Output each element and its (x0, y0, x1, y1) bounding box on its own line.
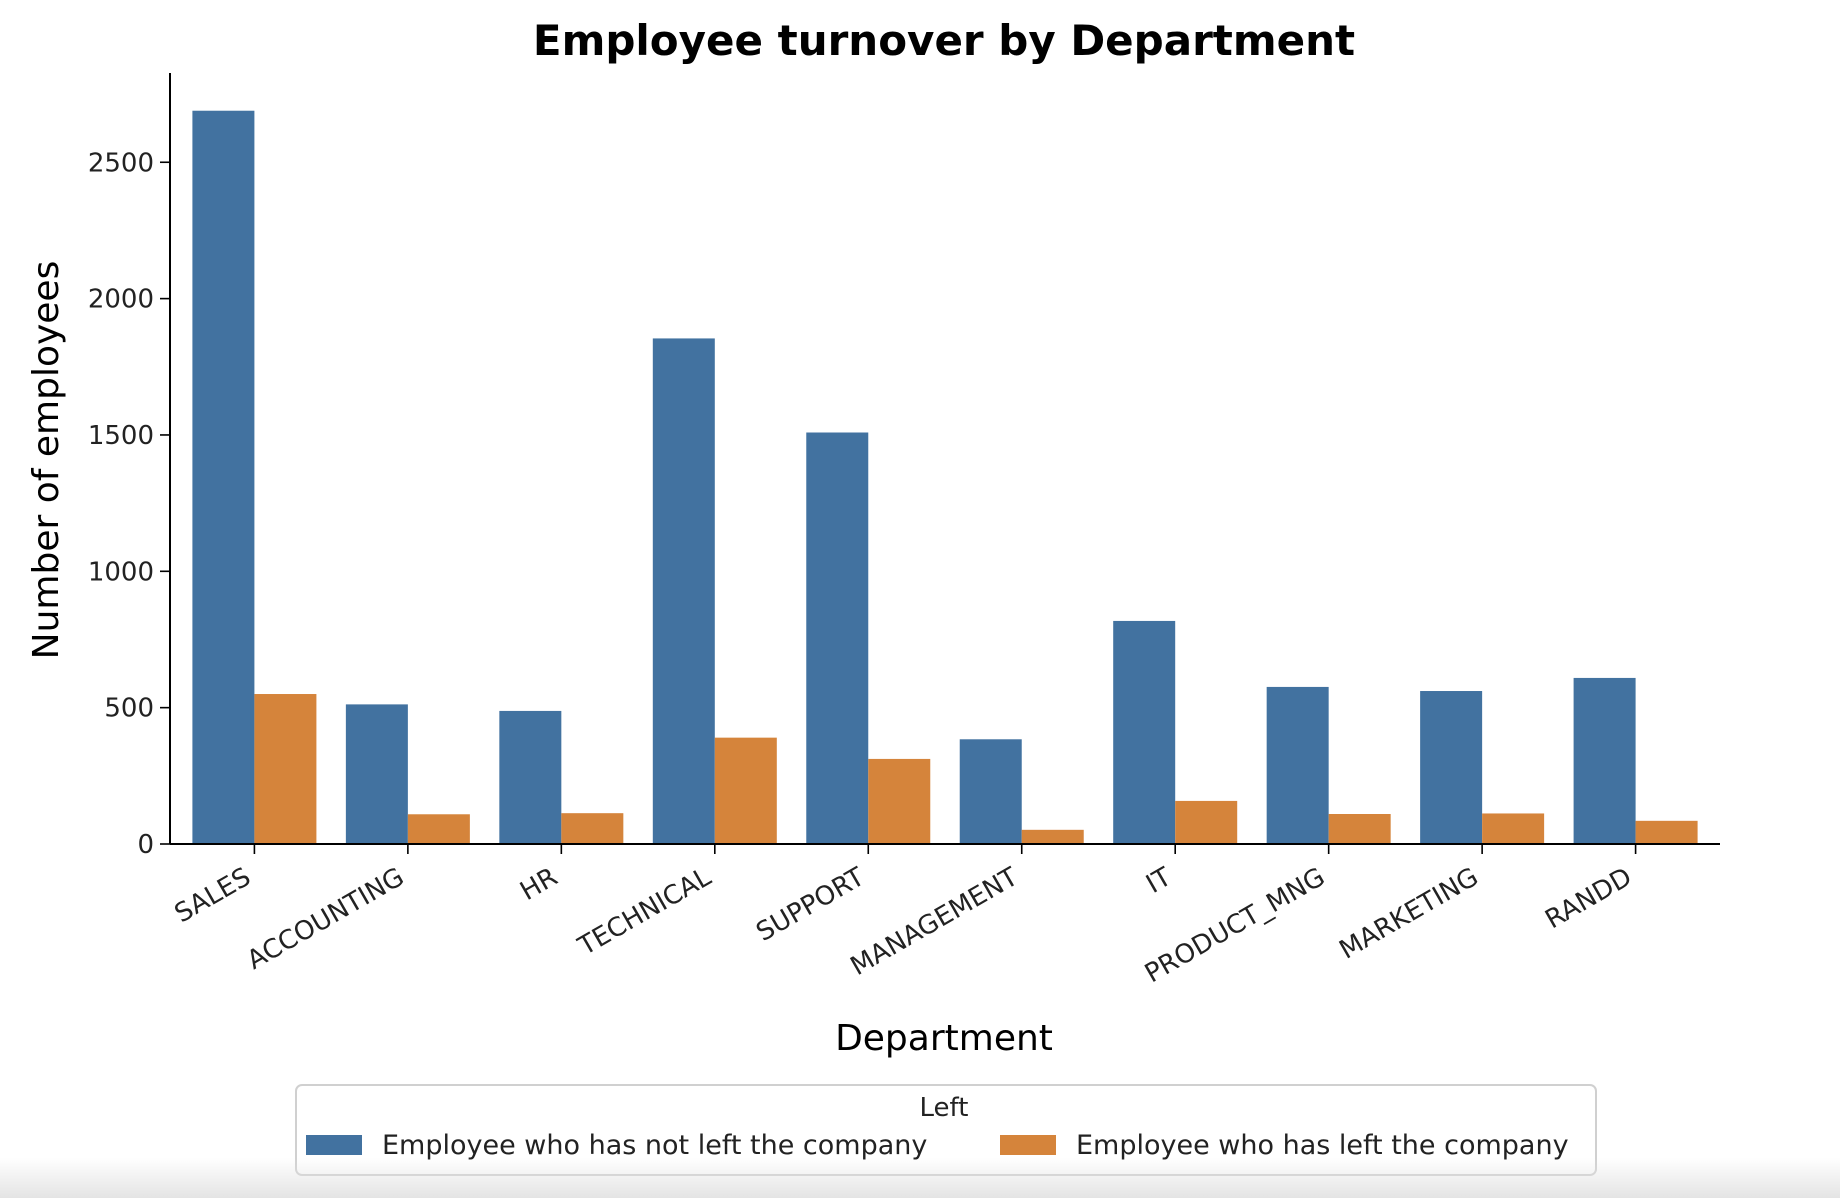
y-tick-label: 1000 (88, 557, 154, 587)
bars (192, 110, 1698, 845)
x-tick-label: TECHNICAL (573, 862, 717, 963)
y-tick-label: 500 (104, 694, 154, 724)
bar-stayed-product_mng (1266, 686, 1329, 844)
y-tick-label: 0 (137, 830, 154, 860)
x-axis-label: Department (835, 1018, 1053, 1059)
chart-title: Employee turnover by Department (533, 16, 1355, 65)
legend-label-left: Employee who has left the company (1076, 1130, 1569, 1161)
y-tick-label: 1500 (88, 421, 154, 451)
bar-stayed-accounting (345, 704, 408, 844)
y-axis-label: Number of employees (26, 261, 67, 660)
x-tick-label: SALES (170, 862, 256, 929)
bar-stayed-support (806, 432, 869, 844)
x-tick-label: ACCOUNTING (242, 862, 409, 976)
x-tick-label: IT (1141, 862, 1176, 900)
bar-left-technical (714, 737, 777, 844)
bar-left-accounting (407, 814, 470, 844)
x-tick-label: RANDD (1540, 862, 1637, 935)
window-edge-shadow (0, 1158, 1840, 1198)
bar-left-it (1175, 800, 1238, 844)
x-tick-label: SUPPORT (751, 862, 870, 948)
y-tick-label: 2000 (88, 285, 154, 315)
y-tick-label: 2500 (88, 148, 154, 178)
x-tick-label: MARKETING (1334, 862, 1483, 965)
bar-left-marketing (1482, 813, 1545, 844)
bar-left-product_mng (1328, 814, 1391, 844)
y-axis-ticks: 0 500 1000 1500 2000 2500 (88, 148, 170, 860)
legend-title: Left (920, 1093, 969, 1123)
bar-stayed-sales (192, 110, 255, 845)
x-tick-label: MANAGEMENT (846, 862, 1024, 982)
bar-stayed-marketing (1420, 691, 1483, 844)
bar-stayed-technical (652, 338, 715, 844)
axes (169, 73, 1720, 845)
bar-stayed-randd (1573, 677, 1636, 844)
bar-stayed-management (959, 739, 1022, 844)
bar-stayed-it (1113, 620, 1176, 844)
legend-label-stayed: Employee who has not left the company (382, 1130, 927, 1161)
bar-left-support (868, 758, 931, 844)
x-tick-label: HR (515, 862, 563, 907)
legend: Left Employee who has not left the compan… (295, 1084, 1597, 1176)
bar-left-randd (1635, 820, 1698, 844)
bar-left-sales (254, 694, 317, 844)
legend-swatch-left (1000, 1135, 1056, 1155)
legend-swatch-stayed (306, 1135, 362, 1155)
bar-left-management (1021, 829, 1084, 844)
bar-left-hr (561, 813, 624, 844)
bar-stayed-hr (499, 710, 562, 844)
